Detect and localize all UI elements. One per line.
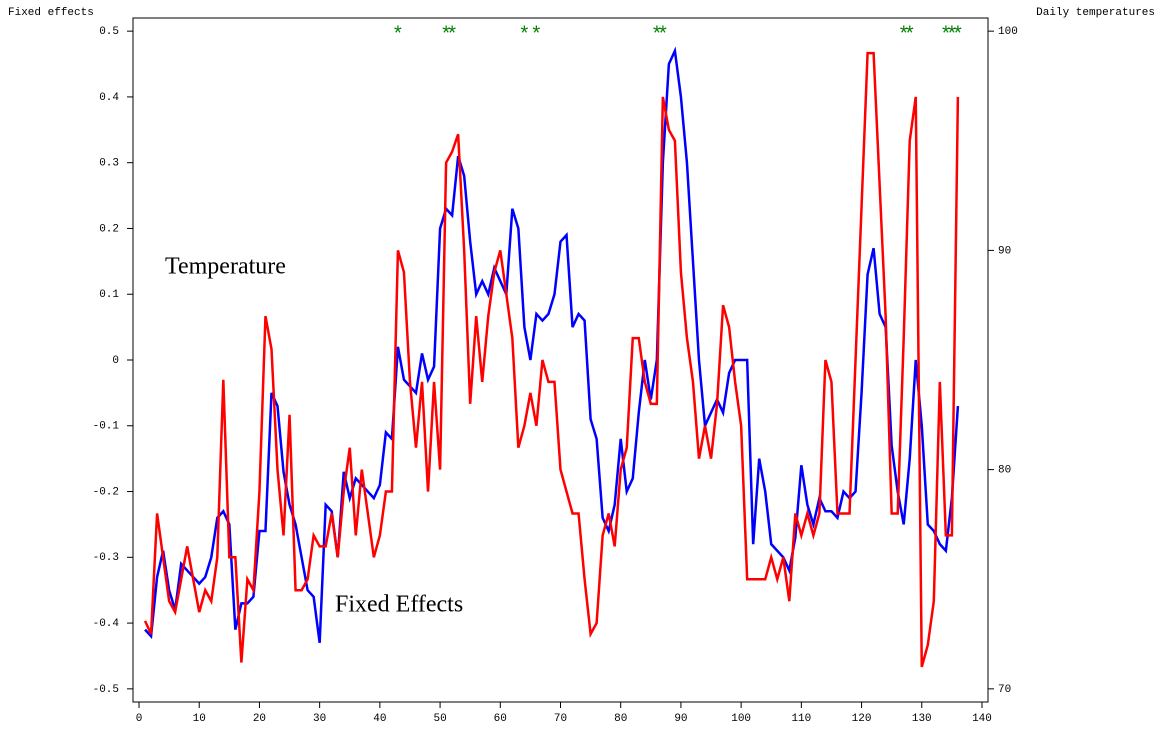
significance-marker: * [440, 24, 452, 47]
y-tick-label: 0.1 [99, 289, 119, 301]
x-tick-label: 140 [972, 713, 992, 725]
annotation: Temperature [165, 254, 286, 280]
series-line [144, 46, 960, 643]
y-tick-label: 0.2 [99, 223, 119, 235]
y-tick-label: 0.4 [99, 92, 119, 104]
y2-tick-label: 90 [998, 245, 1011, 257]
x-tick-label: 120 [852, 713, 872, 725]
x-tick-label: 70 [554, 713, 567, 725]
y-tick-label: -0.4 [93, 618, 120, 630]
significance-marker: * [898, 24, 910, 47]
x-tick-label: 10 [193, 713, 206, 725]
y2-tick-label: 80 [998, 465, 1011, 477]
significance-marker: * [651, 24, 663, 47]
y-tick-label: -0.3 [93, 552, 119, 564]
x-tick-label: 30 [313, 713, 326, 725]
x-tick-label: 0 [136, 713, 143, 725]
significance-marker: * [657, 24, 669, 47]
x-tick-label: 130 [912, 713, 932, 725]
x-tick-label: 100 [731, 713, 751, 725]
x-tick-label: 40 [373, 713, 386, 725]
x-tick-label: 80 [614, 713, 627, 725]
y-tick-label: -0.1 [93, 421, 120, 433]
y-axis-label: Fixed effects [8, 7, 94, 19]
y-tick-label: 0 [112, 355, 119, 367]
x-tick-label: 60 [494, 713, 507, 725]
y-tick-label: 0.3 [99, 158, 119, 170]
y2-tick-label: 100 [998, 26, 1018, 38]
x-tick-label: 20 [253, 713, 266, 725]
y-tick-label: -0.5 [93, 684, 119, 696]
significance-marker: * [392, 24, 404, 47]
significance-marker: * [530, 24, 542, 47]
y-tick-label: -0.2 [93, 486, 119, 498]
significance-marker: * [518, 24, 530, 47]
y-tick-label: 0.5 [99, 26, 119, 38]
plot-frame [132, 17, 989, 703]
series-line [143, 51, 960, 668]
y2-axis-label: Daily temperatures [1036, 7, 1155, 19]
y2-tick-label: 70 [998, 684, 1011, 696]
x-tick-label: 90 [674, 713, 687, 725]
significance-marker: * [946, 24, 958, 47]
significance-marker: * [952, 24, 964, 47]
significance-marker: * [904, 24, 916, 47]
x-tick-label: 50 [433, 713, 446, 725]
significance-marker: * [940, 24, 952, 47]
annotation: Fixed Effects [335, 592, 463, 618]
x-tick-label: 110 [791, 713, 811, 725]
significance-marker: * [446, 24, 458, 47]
